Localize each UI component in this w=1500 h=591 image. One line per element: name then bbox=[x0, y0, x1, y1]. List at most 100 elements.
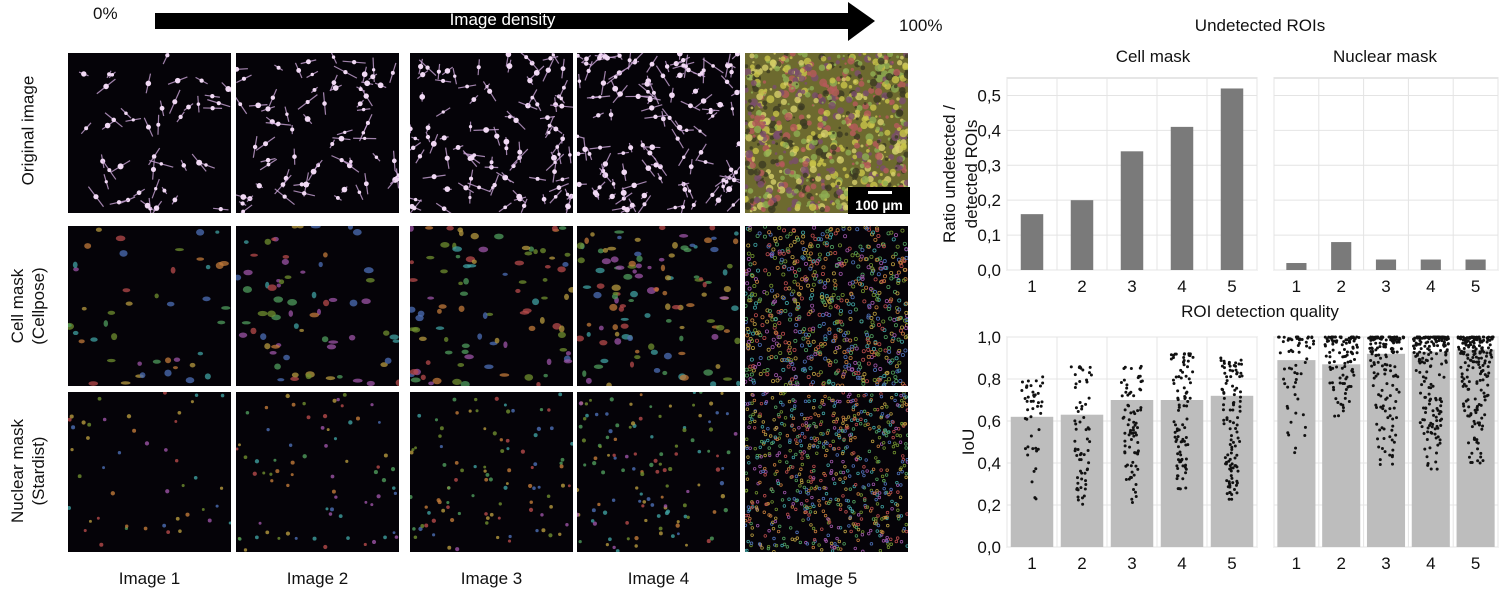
roi-point bbox=[1384, 338, 1388, 342]
roi-point bbox=[1371, 338, 1375, 342]
roi-point bbox=[1424, 341, 1428, 345]
roi-point bbox=[1486, 393, 1490, 397]
roi-point bbox=[1075, 487, 1079, 491]
roi-point bbox=[1136, 449, 1140, 453]
roi-point bbox=[1371, 384, 1375, 388]
roi-point bbox=[1177, 408, 1181, 412]
roi-point bbox=[1297, 338, 1301, 342]
roi-point bbox=[1122, 367, 1126, 371]
roi-point bbox=[1188, 396, 1192, 400]
roi-point bbox=[1391, 417, 1395, 421]
roi-point bbox=[1489, 348, 1493, 352]
roi-point bbox=[1240, 362, 1244, 366]
roi-point bbox=[1392, 406, 1396, 410]
roi-point bbox=[1079, 451, 1083, 455]
roi-point bbox=[1230, 445, 1234, 449]
roi-point bbox=[1466, 339, 1470, 343]
roi-point bbox=[1132, 434, 1136, 438]
undetected-title: Undetected ROIs bbox=[1194, 16, 1326, 35]
row-label-cell-mask: Cell mask (Cellpose) bbox=[8, 267, 48, 345]
roi-point bbox=[1136, 426, 1140, 430]
roi-point bbox=[1238, 405, 1242, 409]
roi-point bbox=[1390, 346, 1394, 350]
roi-point bbox=[1221, 388, 1225, 392]
roi-point bbox=[1176, 474, 1180, 478]
roi-point bbox=[1345, 350, 1349, 354]
micrograph-tile bbox=[68, 392, 231, 552]
roi-point bbox=[1346, 360, 1350, 364]
micrograph-tile bbox=[236, 53, 399, 213]
roi-point bbox=[1341, 403, 1345, 407]
roi-point bbox=[1232, 488, 1236, 492]
roi-point bbox=[1475, 337, 1479, 341]
roi-point bbox=[1380, 446, 1384, 450]
roi-point bbox=[1383, 409, 1387, 413]
roi-point bbox=[1225, 492, 1229, 496]
roi-point bbox=[1182, 363, 1186, 367]
roi-point bbox=[1185, 404, 1189, 408]
roi-point bbox=[1332, 360, 1336, 364]
roi-point bbox=[1480, 340, 1484, 344]
roi-point bbox=[1374, 403, 1378, 407]
roi-point bbox=[1388, 414, 1392, 418]
roi-point bbox=[1460, 372, 1464, 376]
column-label-2: Image 2 bbox=[286, 569, 349, 588]
roi-point bbox=[1295, 336, 1299, 340]
roi-point bbox=[1342, 340, 1346, 344]
roi-point bbox=[1427, 402, 1431, 406]
roi-point bbox=[1478, 366, 1482, 370]
roi-point bbox=[1026, 445, 1030, 449]
y-tick-label: 0,5 bbox=[977, 86, 1001, 105]
roi-point bbox=[1328, 350, 1332, 354]
roi-point bbox=[1235, 371, 1239, 375]
roi-point bbox=[1479, 403, 1483, 407]
roi-point bbox=[1343, 364, 1347, 368]
x-tick-label: 1 bbox=[1027, 554, 1036, 573]
roi-point bbox=[1418, 350, 1422, 354]
roi-point bbox=[1426, 430, 1430, 434]
roi-point bbox=[1297, 341, 1301, 345]
roi-point bbox=[1428, 424, 1432, 428]
roi-point bbox=[1182, 359, 1186, 363]
roi-point bbox=[1344, 388, 1348, 392]
roi-point bbox=[1375, 346, 1379, 350]
roi-point bbox=[1422, 432, 1426, 436]
roi-point bbox=[1136, 441, 1140, 445]
roi-point bbox=[1418, 421, 1422, 425]
roi-point bbox=[1346, 385, 1350, 389]
roi-point bbox=[1025, 417, 1029, 421]
roi-point bbox=[1337, 414, 1341, 418]
roi-point bbox=[1231, 369, 1235, 373]
roi-point bbox=[1174, 375, 1178, 379]
roi-point bbox=[1369, 359, 1373, 363]
roi-point bbox=[1425, 455, 1429, 459]
roi-point bbox=[1080, 496, 1084, 500]
roi-point bbox=[1470, 451, 1474, 455]
roi-point bbox=[1429, 364, 1433, 368]
roi-point bbox=[1420, 360, 1424, 364]
roi-point bbox=[1330, 381, 1334, 385]
roi-point bbox=[1229, 469, 1233, 473]
roi-point bbox=[1467, 405, 1471, 409]
x-tick-label: 3 bbox=[1127, 277, 1136, 296]
roi-point bbox=[1412, 350, 1416, 354]
roi-point bbox=[1221, 408, 1225, 412]
roi-point bbox=[1131, 460, 1135, 464]
y-tick-label: 0,1 bbox=[977, 226, 1001, 245]
roi-point bbox=[1479, 388, 1483, 392]
roi-point bbox=[1483, 398, 1487, 402]
roi-point bbox=[1427, 344, 1431, 348]
roi-point bbox=[1225, 479, 1229, 483]
x-tick-label: 2 bbox=[1336, 277, 1345, 296]
roi-point bbox=[1175, 464, 1179, 468]
roi-point bbox=[1419, 347, 1423, 351]
roi-point bbox=[1434, 340, 1438, 344]
roi-point bbox=[1131, 426, 1135, 430]
roi-point bbox=[1229, 438, 1233, 442]
roi-point bbox=[1391, 383, 1395, 387]
roi-point bbox=[1185, 417, 1189, 421]
roi-point bbox=[1464, 341, 1468, 345]
roi-point bbox=[1427, 385, 1431, 389]
roi-point bbox=[1390, 428, 1394, 432]
roi-point bbox=[1222, 391, 1226, 395]
